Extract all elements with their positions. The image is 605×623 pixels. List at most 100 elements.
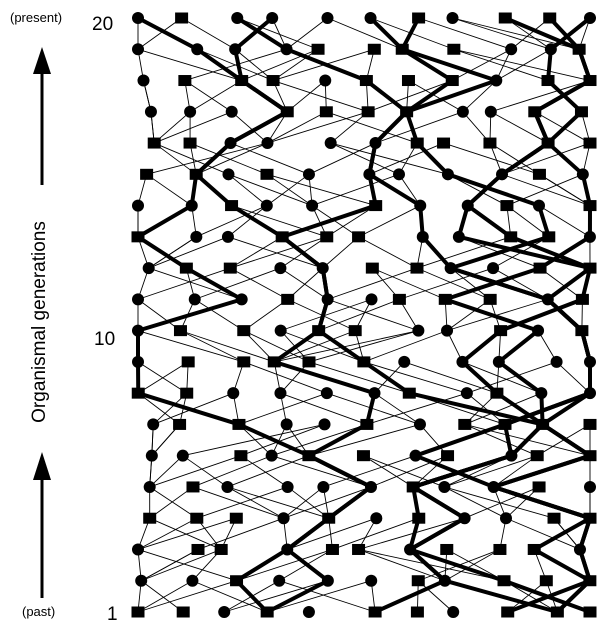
parent-edge bbox=[267, 111, 369, 144]
square-node bbox=[497, 575, 511, 587]
parent-edge bbox=[236, 17, 319, 50]
square-node bbox=[547, 512, 561, 524]
square-node bbox=[348, 325, 362, 337]
lineage-path-segment bbox=[465, 172, 505, 208]
square-node bbox=[575, 293, 589, 305]
circle-node bbox=[132, 199, 144, 212]
circle-node bbox=[280, 43, 293, 56]
lineage-path-segment bbox=[184, 266, 244, 302]
parent-edge bbox=[501, 142, 591, 175]
circle-node bbox=[456, 355, 469, 368]
circle-node bbox=[265, 449, 278, 462]
circle-node bbox=[438, 574, 451, 587]
square-node bbox=[214, 543, 228, 555]
square-node bbox=[395, 43, 409, 55]
lineage-path-segment bbox=[413, 453, 496, 489]
parent-edge bbox=[326, 392, 421, 425]
circle-node bbox=[544, 43, 557, 56]
square-node bbox=[179, 262, 193, 274]
parent-edge bbox=[146, 142, 268, 175]
parent-edge bbox=[308, 423, 421, 457]
circle-node bbox=[365, 293, 378, 306]
parent-edge bbox=[490, 80, 591, 113]
square-node bbox=[583, 450, 597, 462]
circle-node bbox=[452, 230, 465, 243]
parent-edge bbox=[137, 361, 188, 394]
lineage-path-segment bbox=[136, 203, 194, 239]
lineage-path-segment bbox=[404, 78, 499, 114]
square-node bbox=[410, 606, 424, 618]
parent-edge bbox=[191, 580, 268, 613]
square-node bbox=[583, 75, 597, 87]
parent-edge bbox=[358, 517, 466, 550]
square-node bbox=[186, 481, 200, 493]
square-node bbox=[281, 293, 295, 305]
parent-edge bbox=[229, 236, 283, 269]
circle-node bbox=[281, 480, 294, 493]
parent-edge bbox=[149, 486, 198, 519]
parent-edge bbox=[283, 486, 324, 519]
circle-node bbox=[492, 355, 505, 368]
parent-edge bbox=[267, 111, 327, 144]
square-node bbox=[325, 543, 339, 555]
square-node bbox=[189, 168, 203, 180]
circle-node bbox=[132, 293, 144, 306]
square-node bbox=[541, 137, 555, 149]
parent-edge bbox=[223, 580, 329, 613]
square-node bbox=[175, 12, 189, 24]
square-node bbox=[490, 387, 504, 399]
parent-edge bbox=[443, 486, 507, 519]
lineage-path-segment bbox=[326, 484, 373, 521]
parent-edge bbox=[137, 267, 231, 300]
square-node bbox=[542, 231, 556, 243]
square-node bbox=[229, 512, 243, 524]
circle-node bbox=[261, 137, 274, 150]
lineage-path-segment bbox=[239, 78, 290, 114]
parent-edge bbox=[228, 173, 313, 207]
circle-node bbox=[266, 12, 279, 24]
circle-node bbox=[364, 12, 377, 24]
square-node bbox=[275, 231, 289, 243]
circle-node bbox=[398, 355, 411, 368]
parent-edge bbox=[444, 549, 501, 582]
circle-node bbox=[321, 574, 334, 587]
circle-node bbox=[143, 480, 156, 493]
parent-edge bbox=[226, 486, 330, 519]
square-node bbox=[359, 75, 373, 87]
square-node bbox=[539, 575, 553, 587]
parent-edge bbox=[149, 455, 184, 488]
lineage-path-segment bbox=[508, 234, 592, 271]
lineage-path-segment bbox=[361, 359, 412, 396]
parent-edge bbox=[148, 236, 197, 269]
lower-arrow bbox=[33, 452, 51, 598]
parent-edge bbox=[271, 455, 372, 488]
square-node bbox=[412, 512, 426, 524]
parent-edge bbox=[279, 267, 329, 300]
lineage-path-segment bbox=[545, 266, 592, 302]
lineage-path-segment bbox=[285, 547, 330, 583]
square-node bbox=[181, 356, 195, 368]
circle-node bbox=[446, 12, 459, 24]
parent-edge bbox=[231, 111, 268, 144]
square-node bbox=[260, 168, 274, 180]
circle-node bbox=[229, 43, 242, 56]
lineage-path-segment bbox=[408, 516, 467, 552]
circle-node bbox=[191, 43, 204, 56]
square-node bbox=[528, 106, 542, 118]
square-node bbox=[266, 75, 280, 87]
square-node bbox=[500, 200, 514, 212]
parent-edge bbox=[266, 173, 310, 207]
circle-node bbox=[324, 137, 337, 150]
square-node bbox=[183, 137, 197, 149]
square-node bbox=[550, 606, 564, 618]
lineage-path-segment bbox=[284, 47, 369, 83]
circle-node bbox=[441, 168, 454, 181]
square-node bbox=[406, 481, 420, 493]
parent-edge bbox=[308, 142, 376, 175]
circle-node bbox=[392, 168, 405, 181]
lineage-path-segment bbox=[411, 453, 514, 489]
circle-node bbox=[444, 262, 457, 275]
circle-node bbox=[364, 480, 377, 493]
circle-node bbox=[584, 480, 596, 493]
circle-node bbox=[145, 449, 158, 462]
